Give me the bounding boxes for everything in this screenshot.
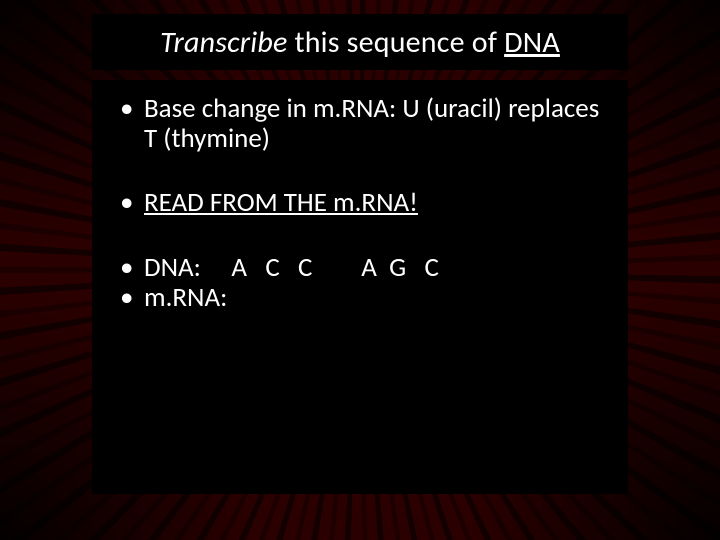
slide-title: Transcribe this sequence of DNA [160, 24, 560, 61]
bullet-text: Base change in m.RNA: U (uracil) replace… [144, 92, 599, 155]
mrna-row: m.RNA: [144, 281, 227, 314]
title-middle: this sequence of [287, 24, 504, 61]
bullet-item: m.RNA: [114, 283, 606, 313]
dna-row: DNA: A C C A G C [144, 251, 439, 284]
title-box: Transcribe this sequence of DNA [92, 14, 628, 70]
bullet-text-underlined: READ FROM THE m.RNA! [144, 186, 418, 219]
spacer [114, 154, 606, 188]
title-italic-word: Transcribe [160, 24, 287, 61]
content-box: Base change in m.RNA: U (uracil) replace… [92, 80, 628, 494]
bullet-item: Base change in m.RNA: U (uracil) replace… [114, 94, 606, 154]
bullet-item: READ FROM THE m.RNA! [114, 188, 606, 218]
title-underlined-word: DNA [504, 24, 560, 61]
spacer [114, 219, 606, 253]
bullet-item: DNA: A C C A G C [114, 253, 606, 283]
bullet-list: Base change in m.RNA: U (uracil) replace… [114, 94, 606, 313]
